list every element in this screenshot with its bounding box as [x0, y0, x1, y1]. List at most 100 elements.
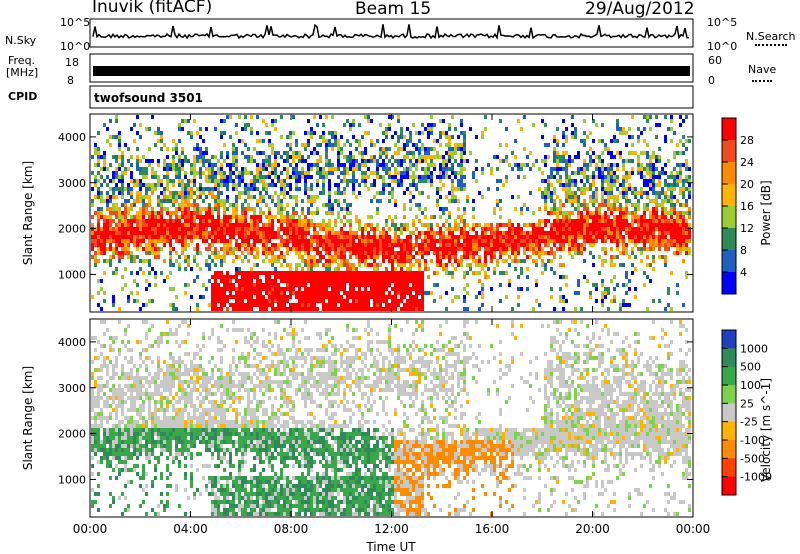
- heatmap-cell: [622, 247, 625, 251]
- heatmap-cell: [490, 227, 493, 231]
- heatmap-cell: [205, 147, 208, 151]
- heatmap-cell: [685, 219, 688, 223]
- heatmap-cell: [679, 203, 682, 207]
- heatmap-cell: [637, 199, 640, 203]
- heatmap-cell: [130, 155, 133, 159]
- heatmap-cell: [325, 291, 328, 295]
- heatmap-cell: [265, 239, 268, 243]
- heatmap-cell: [304, 243, 307, 247]
- heatmap-cell: [655, 219, 658, 223]
- heatmap-cell: [97, 227, 100, 231]
- heatmap-cell: [283, 307, 286, 311]
- heatmap-cell: [526, 163, 529, 167]
- heatmap-cell: [475, 159, 478, 163]
- heatmap-cell: [565, 191, 568, 195]
- heatmap-cell: [628, 159, 631, 163]
- heatmap-cell: [106, 404, 109, 408]
- heatmap-cell: [436, 255, 439, 259]
- heatmap-cell: [442, 131, 445, 135]
- heatmap-cell: [583, 183, 586, 187]
- heatmap-cell: [619, 151, 622, 155]
- heatmap-cell: [346, 155, 349, 159]
- heatmap-cell: [340, 307, 343, 311]
- heatmap-cell: [544, 199, 547, 203]
- heatmap-cell: [103, 163, 106, 167]
- heatmap-cell: [220, 163, 223, 167]
- heatmap-cell: [508, 247, 511, 251]
- heatmap-cell: [214, 239, 217, 243]
- heatmap-cell: [334, 267, 337, 271]
- heatmap-cell: [388, 215, 391, 219]
- heatmap-cell: [265, 227, 268, 231]
- heatmap-cell: [358, 151, 361, 155]
- heatmap-cell: [628, 279, 631, 283]
- heatmap-cell: [535, 299, 538, 303]
- heatmap-cell: [436, 155, 439, 159]
- heatmap-cell: [265, 287, 268, 291]
- heatmap-cell: [637, 203, 640, 207]
- heatmap-cell: [340, 283, 343, 287]
- heatmap-cell: [631, 223, 634, 227]
- heatmap-cell: [619, 127, 622, 131]
- heatmap-cell: [247, 223, 250, 227]
- heatmap-cell: [196, 143, 199, 147]
- heatmap-cell: [412, 243, 415, 247]
- heatmap-cell: [217, 179, 220, 183]
- heatmap-cell: [685, 175, 688, 179]
- heatmap-cell: [232, 223, 235, 227]
- heatmap-cell: [328, 243, 331, 247]
- heatmap-cell: [370, 307, 373, 311]
- heatmap-cell: [121, 155, 124, 159]
- heatmap-cell: [181, 239, 184, 243]
- heatmap-cell: [589, 211, 592, 215]
- heatmap-cell: [328, 259, 331, 263]
- heatmap-cell: [259, 139, 262, 143]
- heatmap-cell: [169, 263, 172, 267]
- heatmap-cell: [91, 243, 94, 247]
- heatmap-cell: [673, 223, 676, 227]
- heatmap-cell: [91, 408, 94, 412]
- heatmap-cell: [664, 255, 667, 259]
- heatmap-cell: [418, 307, 421, 311]
- heatmap-cell: [259, 307, 262, 311]
- heatmap-cell: [112, 171, 115, 175]
- heatmap-cell: [193, 147, 196, 151]
- heatmap-cell: [649, 279, 652, 283]
- heatmap-cell: [223, 171, 226, 175]
- heatmap-cell: [541, 227, 544, 231]
- heatmap-cell: [658, 179, 661, 183]
- heatmap-cell: [91, 504, 94, 508]
- heatmap-cell: [331, 287, 334, 291]
- heatmap-cell: [589, 215, 592, 219]
- heatmap-cell: [460, 175, 463, 179]
- heatmap-cell: [229, 283, 232, 287]
- heatmap-cell: [208, 167, 211, 171]
- heatmap-cell: [361, 179, 364, 183]
- heatmap-cell: [259, 215, 262, 219]
- heatmap-cell: [556, 171, 559, 175]
- heatmap-cell: [502, 183, 505, 187]
- heatmap-cell: [139, 215, 142, 219]
- heatmap-cell: [223, 259, 226, 263]
- heatmap-cell: [307, 279, 310, 283]
- heatmap-cell: [250, 127, 253, 131]
- heatmap-cell: [283, 179, 286, 183]
- heatmap-cell: [211, 303, 214, 307]
- heatmap-cell: [628, 127, 631, 131]
- heatmap-cell: [676, 143, 679, 147]
- heatmap-cell: [262, 183, 265, 187]
- heatmap-cell: [469, 243, 472, 247]
- heatmap-cell: [97, 356, 100, 360]
- heatmap-cell: [583, 203, 586, 207]
- heatmap-cell: [610, 207, 613, 211]
- heatmap-cell: [385, 163, 388, 167]
- heatmap-cell: [109, 476, 112, 480]
- heatmap-cell: [664, 179, 667, 183]
- heatmap-cell: [319, 251, 322, 255]
- heatmap-cell: [397, 179, 400, 183]
- heatmap-cell: [646, 275, 649, 279]
- heatmap-cell: [145, 235, 148, 239]
- heatmap-cell: [229, 175, 232, 179]
- heatmap-cell: [661, 219, 664, 223]
- heatmap-cell: [106, 139, 109, 143]
